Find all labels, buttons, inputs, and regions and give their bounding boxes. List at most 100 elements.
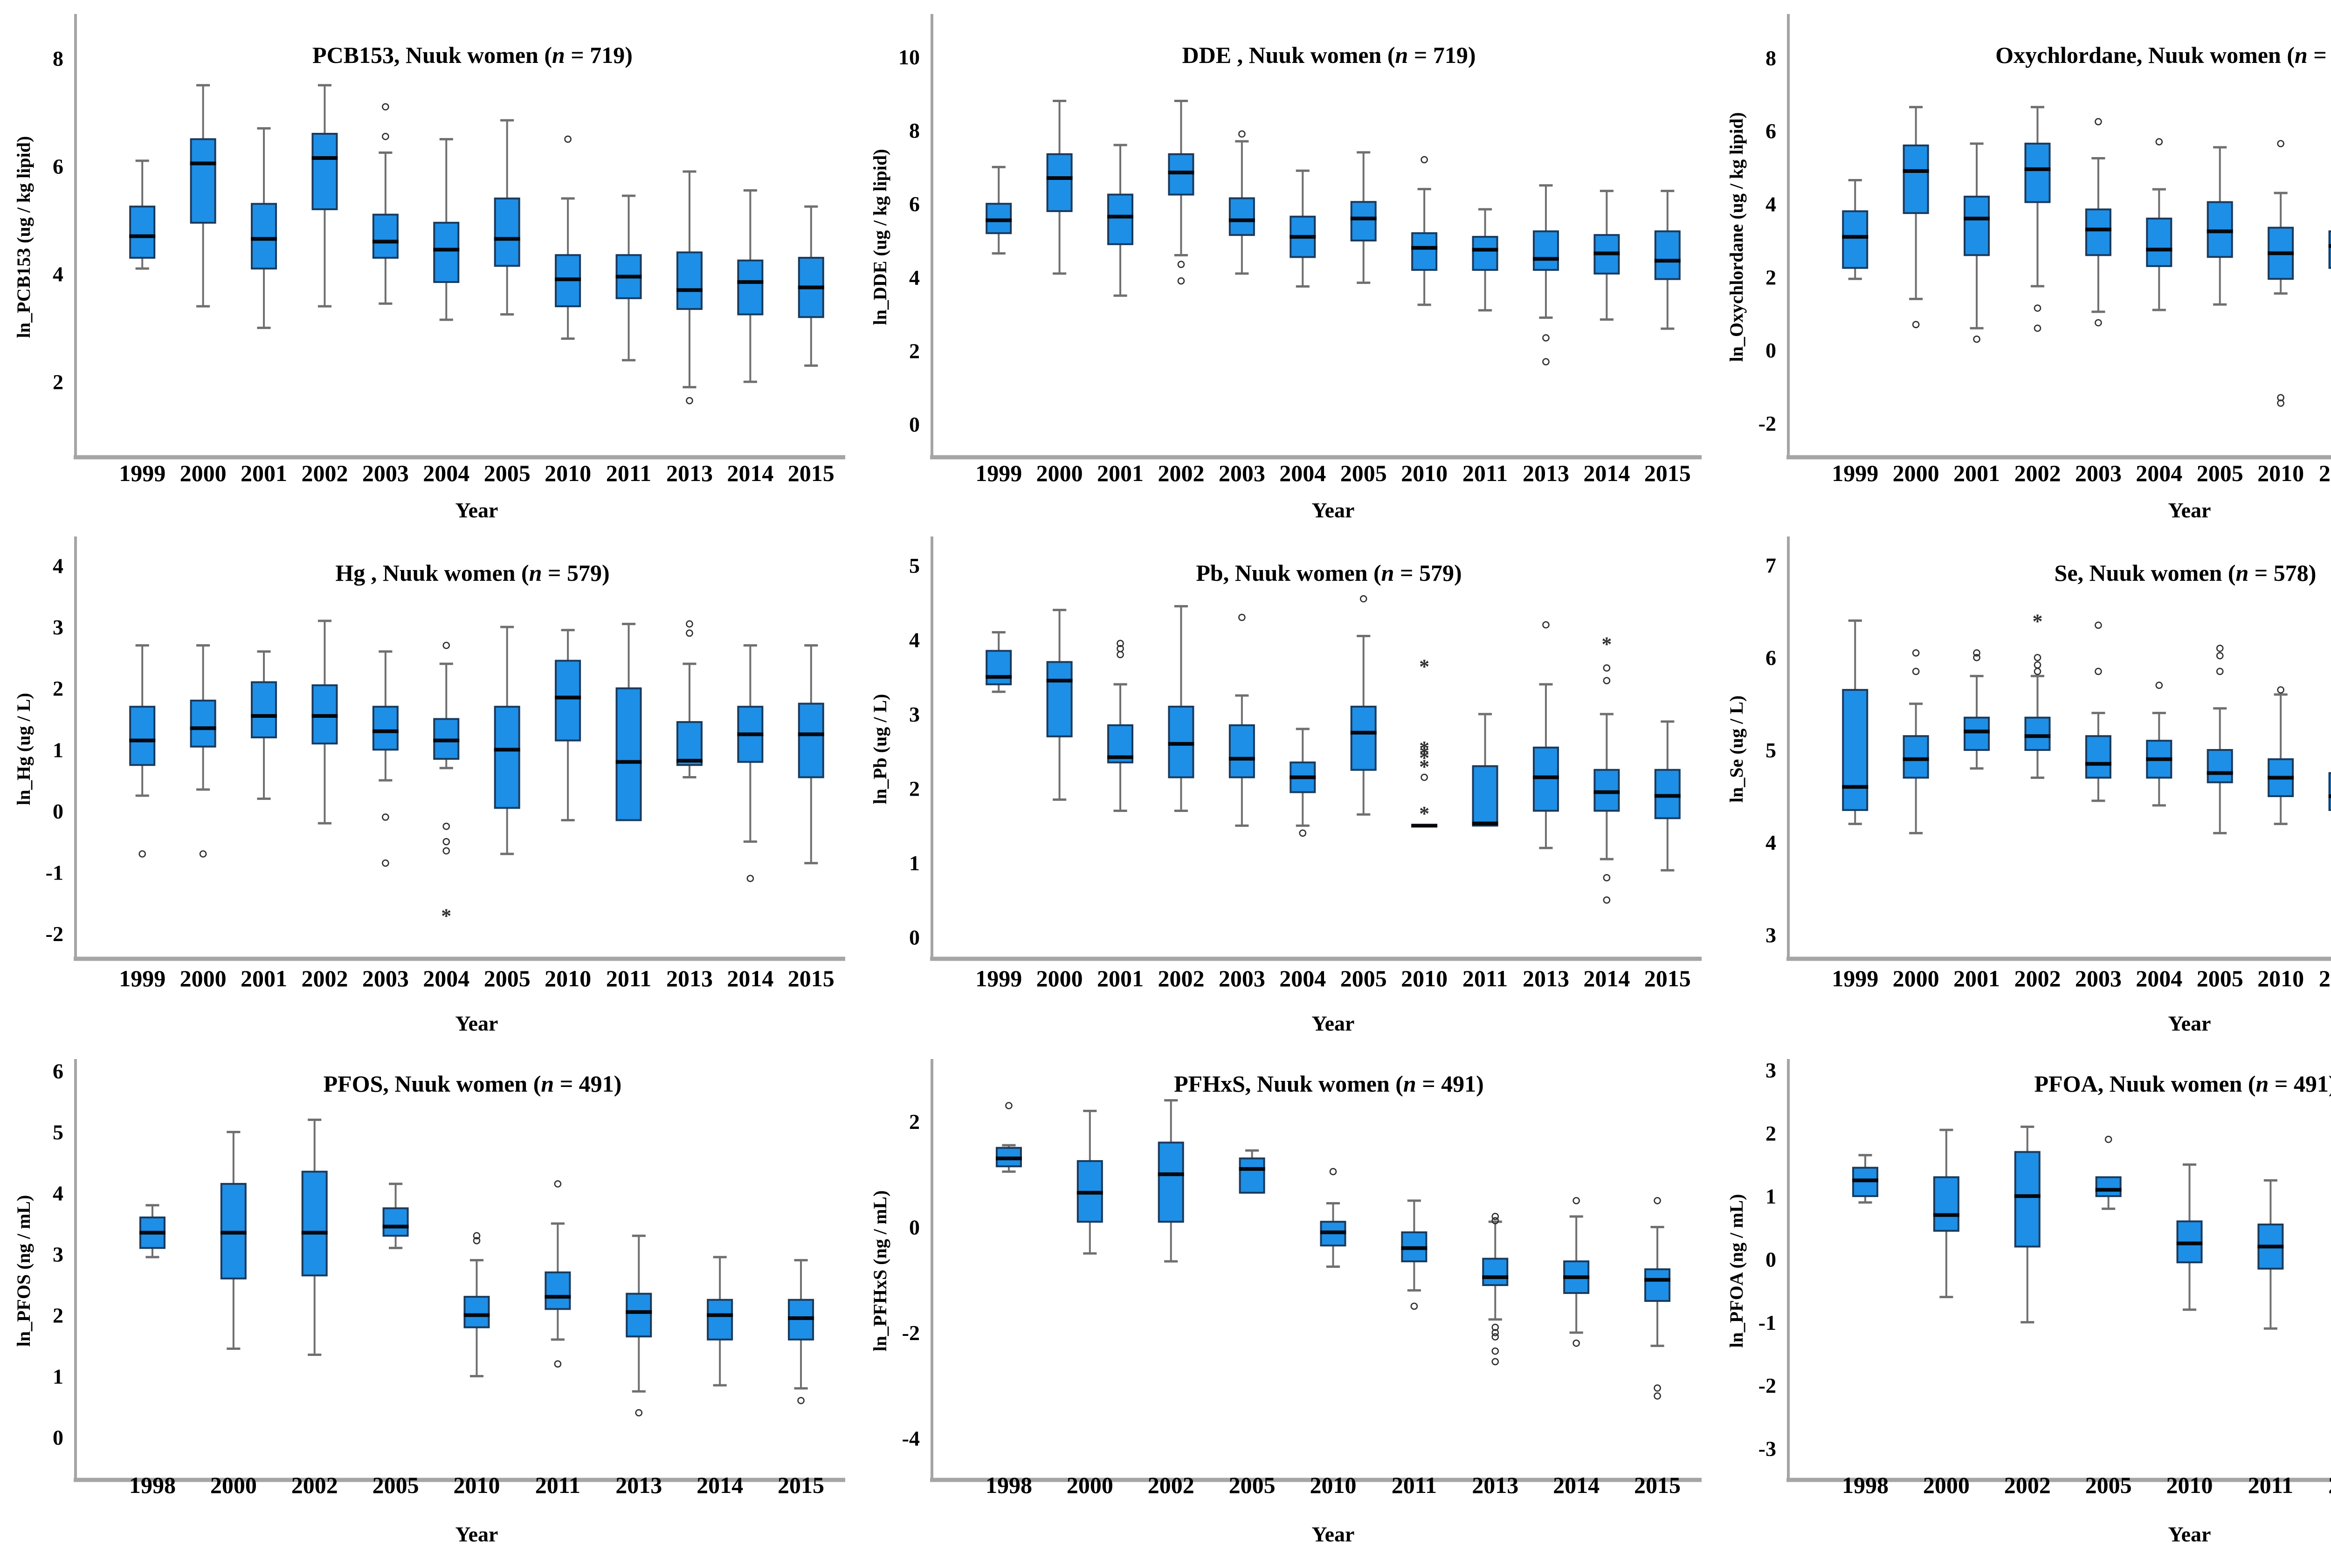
x-tick-label: 2003 [2075,460,2122,486]
x-tick-label: 1999 [119,460,166,486]
x-tick-label: 2005 [2085,1472,2132,1498]
x-tick-label: 2014 [727,965,773,991]
box-pfoa-2002 [2014,1125,2041,1324]
chart-pb: 0 1 2 3 4 5 Pb, Nuuk women (n = 579) ln_Pb (ug … [869,536,1702,1035]
outlier-circle [382,103,389,110]
chart-dde: 0 2 4 6 8 10 DDE , Nuuk women (n = 719) ln_DDE … [869,14,1702,522]
box-hg-2013 [676,620,703,779]
box-pfoa-1998 [1852,1154,1878,1204]
outlier-circle [1238,130,1246,138]
x-tick-label: 2013 [1472,1472,1518,1498]
outlier-circle [746,874,754,882]
x-tick-labels: 1999 2000 2001 2002 2003 2004 2005 2010 2011 2013… [975,460,1691,486]
x-axis-label: Year [2168,498,2211,522]
outlier-circle [1973,649,1980,657]
chart-title: PCB153, Nuuk women (n = 719) [312,42,633,68]
x-tick-label: 1998 [129,1472,176,1498]
x-tick-label: 2011 [2319,460,2331,486]
iqr-box [1472,236,1498,271]
box-oxychlordane-2011 [2328,230,2331,269]
iqr-box [382,1207,409,1237]
x-tick-label: 2010 [1401,965,1448,991]
outlier-circle [1329,1168,1337,1176]
y-tick-label: -2 [1759,1374,1776,1397]
x-tick-label: 1998 [1842,1472,1889,1498]
y-axis-label: ln_PFHxS (ng / mL) [869,1190,890,1352]
boxplot-pfoa: -3 -2 -1 0 1 2 3 PFOA, Nuuk women (n = 491) ln_P… [1713,1045,2331,1568]
outlier-asterisk: * [1419,802,1429,825]
box-hg-2015 [798,644,824,865]
outlier-circle [1117,640,1124,647]
iqr-box [251,203,277,270]
x-tick-label: 2002 [1158,460,1204,486]
outlier-circle [2034,304,2041,312]
y-tick-label: 4 [909,266,920,289]
box-se-2010 [2268,686,2294,825]
x-tick-label: 2015 [788,460,834,486]
outlier-circle [2155,138,2163,146]
iqr-box [1644,1268,1671,1302]
x-tick-label: 2000 [210,1472,257,1498]
box-pfoa-2011 [2257,1179,2284,1330]
x-tick-label: 2001 [241,965,287,991]
iqr-box [2085,735,2111,779]
outlier-circle [1542,358,1550,365]
box-dde-2015 [1654,190,1681,330]
x-tick-label: 2000 [1036,965,1083,991]
y-tick-label: 2 [53,370,63,394]
outlier-circle [2095,319,2102,327]
box-pcb153-2014 [737,189,764,383]
x-tick-label: 2005 [372,1472,419,1498]
iqr-box [2085,208,2111,256]
box-pcb153-2013 [676,170,703,405]
y-tick-label: 0 [1765,338,1776,362]
box-se-2000 [1903,649,1929,834]
iqr-box [615,687,642,821]
box-hg-2005 [494,626,520,855]
y-tick-label: 6 [1765,119,1776,143]
box-pfhxs-2015 [1644,1197,1671,1400]
box-pfos-2013 [626,1234,652,1417]
outlier-circle [2095,118,2102,125]
iqr-box [545,1271,571,1310]
y-tick-label: 0 [53,1425,63,1449]
outlier-circle [554,1180,562,1188]
chart-title: Oxychlordane, Nuuk women (n = 719) [1995,42,2331,68]
x-tick-label: 2011 [606,965,651,991]
outlier-circle [2034,324,2041,332]
box-pfhxs-2011 [1401,1199,1428,1310]
x-tick-label: 2004 [1279,460,1326,486]
box-pfos-2014 [707,1256,733,1387]
box-se-2002: * [2024,610,2051,779]
box-oxychlordane-2000 [1903,106,1929,329]
y-tick-label: 7 [1765,554,1776,578]
x-tick-label: 2004 [423,460,469,486]
y-tick-label: -2 [46,922,63,946]
box-pcb153-2003 [372,103,399,305]
x-axis-label: Year [1312,1522,1355,1546]
iqr-box [494,197,520,267]
iqr-box [2014,1151,2041,1248]
y-tick-label: -3 [1759,1437,1776,1460]
chart-title: Hg , Nuuk women (n = 579) [335,560,609,586]
iqr-box [626,1293,652,1338]
box-dde-2011 [1472,208,1498,312]
outlier-circle [2095,621,2102,629]
x-tick-label: 2002 [291,1472,338,1498]
x-tick-label: 2010 [545,965,591,991]
x-tick-label: 2004 [423,965,469,991]
x-tick-label: 1999 [1832,460,1878,486]
iqr-box [1158,1142,1184,1223]
outlier-circle [2277,140,2284,147]
box-hg-2000 [190,644,216,858]
y-axis-label: ln_Se (ug / L) [1726,695,1747,803]
x-tick-label: 2001 [1953,965,2000,991]
box-dde-2000 [1046,99,1073,275]
x-tick-label: 1999 [119,965,166,991]
iqr-box [1350,706,1377,771]
iqr-box [1933,1176,1959,1232]
x-tick-label: 2005 [1340,460,1387,486]
outlier-asterisk: * [1419,747,1429,770]
outlier-circle [1603,874,1611,881]
iqr-box [190,138,216,224]
